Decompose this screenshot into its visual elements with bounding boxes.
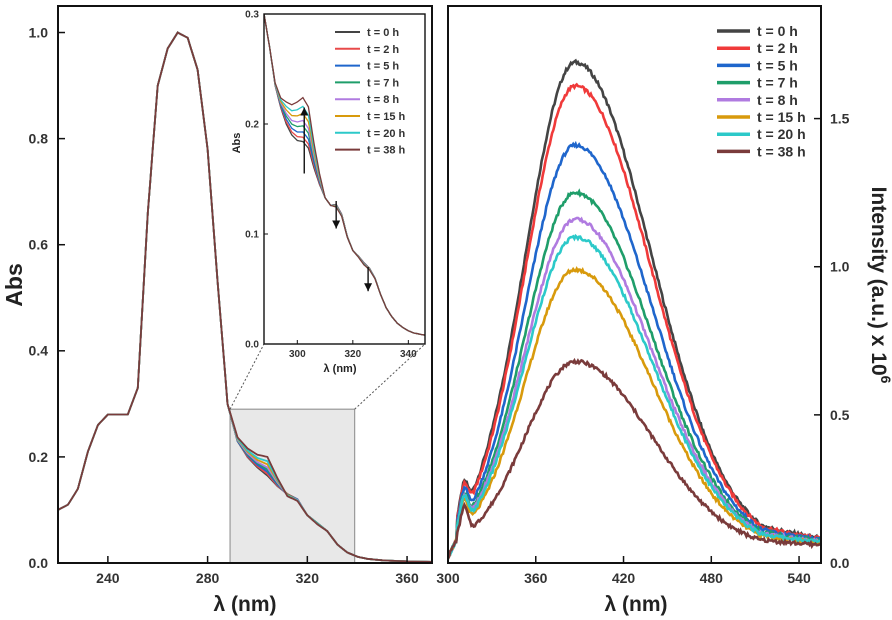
emission-frame: [447, 5, 822, 564]
absorbance-line-t-38-h: [57, 31, 433, 563]
y-tick-label: 0.1: [245, 230, 259, 241]
emission-ylabel-superscript: 6: [878, 376, 892, 384]
emission-ylabel-text: Intensity (a.u.) x 10: [867, 187, 890, 376]
inset-background: [264, 14, 425, 344]
absorbance-frame: [57, 5, 433, 564]
x-tick-label: 340: [400, 349, 417, 360]
trend-arrow-down-icon: [332, 220, 341, 229]
emission-legend-label: t = 5 h: [757, 57, 798, 73]
x-tick-label: 300: [289, 349, 306, 360]
emission-panel: t = 0 ht = 2 ht = 5 h t = 7 ht = 8 ht = 1…: [436, 5, 892, 616]
emission-legend-label: t = 2 h: [757, 40, 798, 56]
inset-frame: [263, 13, 426, 345]
y-tick-label: 0.3: [245, 10, 259, 21]
inset-legend: t = 0 h t = 2 h t = 5 h t = 7 h t = 8 h t = 1…: [335, 27, 405, 157]
emission-legend-label: t = 0 h: [757, 23, 798, 39]
emission-legend-label: t = 38 h: [757, 143, 806, 159]
trend-arrow-up-icon: [300, 107, 309, 116]
inset-legend-label: t = 20 h: [367, 128, 405, 140]
inset-legend-label: t = 0 h: [367, 27, 399, 39]
x-tick-label: 240: [96, 570, 120, 586]
absorbance-ylabel: Abs: [1, 263, 27, 306]
x-tick-label: 360: [524, 570, 548, 586]
x-tick-label: 280: [196, 570, 220, 586]
y-tick-label: 0.0: [245, 340, 259, 351]
y-tick-label: 1.5: [830, 110, 850, 126]
emission-series: [448, 58, 821, 560]
inset-legend-label: t = 38 h: [367, 145, 405, 157]
emission-legend-label: t = 20 h: [757, 126, 806, 142]
inset-arrows: [300, 107, 373, 292]
y-tick-label: 0.2: [29, 449, 49, 465]
x-tick-label: 320: [344, 349, 361, 360]
absorbance-ticks: 240 280 320 360 0.0 0.2 0.4 0.6 0.8 1.0: [29, 24, 419, 586]
y-tick-label: 0.5: [830, 407, 850, 423]
absorbance-xlabel: λ (nm): [214, 593, 277, 616]
zoom-connector-left: [229, 343, 265, 410]
x-tick-label: 360: [395, 570, 419, 586]
absorbance-series: [57, 31, 433, 563]
y-tick-label: 0.2: [245, 120, 259, 131]
emission-legend-label: t = 7 h: [757, 75, 798, 91]
emission-xlabel: λ (nm): [605, 593, 668, 616]
emission-ticks: 300 360 420 480 540 0.0 0.5 1.0 1.5: [436, 110, 849, 586]
x-tick-label: 320: [296, 570, 320, 586]
inset-legend-label: t = 5 h: [367, 61, 399, 73]
emission-legend-label: t = 15 h: [757, 109, 806, 125]
emission-legend-label: t = 8 h: [757, 92, 798, 108]
emission-line-t-20-h: [448, 233, 821, 557]
inset-series: [264, 14, 425, 336]
inset-panel: t = 0 h t = 2 h t = 5 h t = 7 h t = 8 h t = 1…: [231, 10, 426, 375]
y-tick-label: 0.6: [29, 237, 49, 253]
emission-line-t-38-h: [448, 357, 821, 560]
y-tick-label: 1.0: [29, 24, 49, 40]
y-tick-label: 0.4: [29, 343, 49, 359]
x-tick-label: 300: [436, 570, 460, 586]
inset-line-t-38-h: [264, 14, 425, 336]
x-tick-label: 540: [787, 570, 811, 586]
zoom-region: [229, 408, 356, 564]
inset-legend-label: t = 7 h: [367, 77, 399, 89]
emission-line-t-15-h: [448, 266, 821, 560]
emission-line-t-2-h: [448, 82, 821, 559]
svg-text:Intensity (a.u.) x 106: Intensity (a.u.) x 106: [867, 187, 892, 384]
y-tick-label: 0.8: [29, 131, 49, 147]
trend-arrow-down-icon: [364, 283, 373, 292]
inset-ticks: 300 320 340 0.0 0.1 0.2 0.3: [245, 10, 417, 361]
y-tick-label: 0.0: [29, 555, 49, 571]
inset-legend-label: t = 2 h: [367, 44, 399, 56]
emission-legend: t = 0 ht = 2 ht = 5 h t = 7 ht = 8 ht = 1…: [717, 23, 806, 159]
inset-legend-label: t = 8 h: [367, 94, 399, 106]
inset-legend-label: t = 15 h: [367, 111, 405, 123]
inset-ylabel: Abs: [231, 133, 243, 154]
y-tick-label: 1.0: [830, 259, 850, 275]
x-tick-label: 420: [612, 570, 636, 586]
emission-ylabel: Intensity (a.u.) x 106: [867, 187, 892, 384]
inset-xlabel: λ (nm): [324, 363, 357, 375]
x-tick-label: 480: [700, 570, 724, 586]
absorbance-panel: 240 280 320 360 0.0 0.2 0.4 0.6 0.8 1.0 λ (nm) Ab…: [1, 5, 433, 616]
y-tick-label: 0.0: [830, 555, 850, 571]
emission-line-t-7-h: [448, 188, 821, 559]
